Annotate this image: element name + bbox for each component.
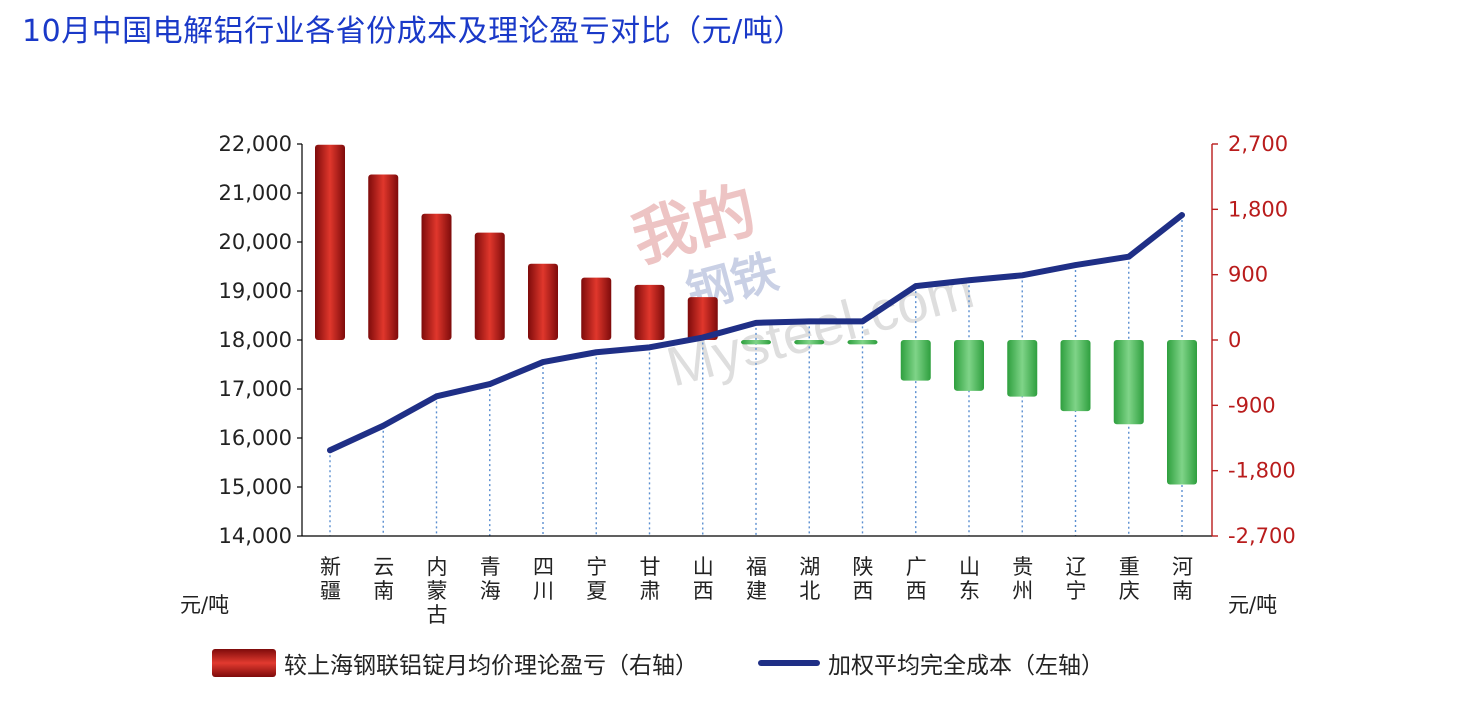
cost-point — [966, 277, 972, 284]
right-tick-label: -900 — [1228, 393, 1276, 417]
cost-point — [1019, 272, 1026, 279]
loss-bar — [794, 340, 825, 345]
left-tick-label: 18,000 — [219, 328, 292, 352]
right-tick-label: 900 — [1228, 263, 1268, 287]
loss-bar — [1007, 340, 1038, 397]
page-title: 10月中国电解铝行业各省份成本及理论盈亏对比（元/吨） — [22, 14, 804, 49]
left-tick-label: 21,000 — [219, 181, 292, 205]
category-label: 陕西 — [853, 555, 874, 603]
category-label: 宁夏 — [586, 555, 607, 603]
profit-bar — [315, 144, 345, 340]
cost-point — [806, 318, 813, 325]
profit-bar — [368, 174, 399, 340]
category-label: 湖北 — [799, 555, 820, 603]
profit-bar — [687, 297, 718, 340]
loss-bar — [954, 340, 984, 391]
legend-bar-label: 较上海钢联铝锭月均价理论盈亏（右轴） — [284, 653, 698, 679]
legend: 较上海钢联铝锭月均价理论盈亏（右轴） 加权平均完全成本（左轴） — [212, 640, 1104, 686]
category-label: 山东 — [959, 555, 980, 603]
legend-line-swatch — [758, 660, 820, 666]
profit-bar — [581, 277, 612, 340]
right-tick-label: 0 — [1228, 328, 1241, 352]
profit-bar — [421, 213, 452, 340]
left-tick-label: 17,000 — [219, 377, 292, 401]
left-axis-unit: 元/吨 — [180, 593, 229, 617]
cost-point — [646, 344, 653, 351]
axes-layer — [297, 143, 1218, 537]
left-tick-label: 20,000 — [219, 230, 292, 254]
profit-bar — [528, 263, 558, 340]
left-tick-label: 15,000 — [219, 475, 292, 499]
right-axis-unit: 元/吨 — [1228, 593, 1277, 617]
cost-point — [486, 381, 493, 387]
category-label: 云南 — [373, 555, 394, 603]
left-tick-label: 16,000 — [219, 426, 292, 450]
legend-bar-swatch — [212, 649, 276, 677]
category-label: 贵州 — [1012, 555, 1033, 603]
cost-point — [593, 349, 600, 356]
category-label: 甘肃 — [640, 555, 661, 603]
cost-point — [912, 283, 919, 289]
profit-bar — [634, 284, 665, 340]
cost-point — [699, 334, 706, 341]
category-label: 山西 — [693, 555, 714, 603]
category-label: 广西 — [906, 555, 927, 603]
left-tick-label: 14,000 — [219, 524, 292, 548]
category-label: 四川 — [533, 555, 554, 603]
right-tick-label: 1,800 — [1228, 197, 1288, 221]
category-label: 重庆 — [1119, 555, 1140, 603]
loss-bar — [1060, 340, 1091, 412]
category-label: 内蒙古 — [427, 555, 448, 627]
right-tick-label: -1,800 — [1228, 459, 1296, 483]
category-label: 辽宁 — [1066, 555, 1087, 603]
cost-point — [1179, 212, 1185, 218]
category-label: 青海 — [480, 555, 501, 603]
cost-point — [540, 359, 546, 365]
category-label: 新疆 — [320, 555, 341, 603]
chart: 我的 钢铁 Mysteel.com 22,00021,00020,00019,0… — [180, 132, 1296, 627]
cost-point — [1125, 253, 1132, 260]
cost-point — [380, 422, 387, 429]
right-tick-label: -2,700 — [1228, 524, 1296, 548]
right-tick-label: 2,700 — [1228, 132, 1288, 156]
profit-bar — [474, 232, 505, 340]
cost-point — [1072, 262, 1079, 268]
category-label: 河南 — [1172, 555, 1193, 603]
cost-point — [859, 318, 866, 325]
loss-bar — [1113, 340, 1144, 425]
legend-line-label: 加权平均完全成本（左轴） — [828, 653, 1104, 679]
loss-bar — [900, 340, 931, 381]
loss-bar — [741, 340, 771, 345]
loss-bar — [1167, 340, 1197, 485]
loss-bar — [847, 340, 878, 345]
left-tick-label: 22,000 — [219, 132, 292, 156]
labels-layer: 22,000 21,000 20,000 19,000 18,000 17,000 16,0… — [180, 132, 1296, 627]
cost-point — [327, 447, 333, 454]
category-label: 福建 — [746, 555, 767, 603]
cost-point — [433, 393, 440, 400]
left-tick-label: 19,000 — [219, 279, 292, 303]
bars-layer — [315, 144, 1197, 485]
cost-point — [753, 320, 759, 326]
line-layer — [327, 212, 1185, 454]
